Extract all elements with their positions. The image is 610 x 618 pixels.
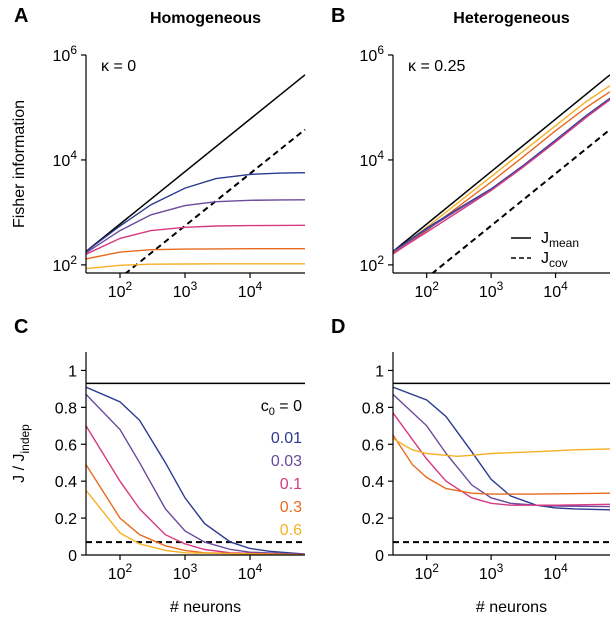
series-line-4 <box>86 224 306 255</box>
series-group <box>86 382 306 555</box>
y-axis-label: J / Jindep <box>11 424 32 483</box>
series-line-2 <box>393 386 610 511</box>
y-tick-label: 0.8 <box>362 400 384 417</box>
y-tick-label: 0 <box>68 548 77 565</box>
legend-entry-4: 0.6 <box>280 522 302 539</box>
x-tick-label: 102 <box>414 279 439 301</box>
series-line-0 <box>393 74 610 253</box>
panel-D: 102 103 104 0 0.2 0.4 0.6 0.8 1 D # neurons <box>331 316 610 616</box>
y-tick-label: 104 <box>53 148 78 170</box>
panel-title: Homogeneous <box>150 10 261 27</box>
x-tick-label: 102 <box>108 279 133 301</box>
x-tick-label: 104 <box>543 561 568 583</box>
series-line-4 <box>393 97 610 253</box>
legend-entry-3: 0.3 <box>280 499 302 516</box>
x-tick-label: 103 <box>479 561 504 583</box>
x-axis-label: # neurons <box>170 599 241 616</box>
panel-B: 102 103 104 102 104 106 B Heterogeneous κ = 0.25… <box>331 5 610 301</box>
kappa-annotation: κ = 0.25 <box>408 58 465 75</box>
series-line-2 <box>86 172 306 253</box>
y-tick-label: 0.2 <box>362 511 384 528</box>
x-tick-label: 102 <box>414 561 439 583</box>
x-tick-label: 103 <box>173 561 198 583</box>
legend-entry-1: 0.03 <box>271 453 302 470</box>
panel-letter: A <box>14 5 28 27</box>
series-line-1 <box>124 128 306 273</box>
series-line-1 <box>431 128 610 273</box>
y-tick-label: 0.6 <box>55 437 77 454</box>
legend-label-1: Jcov <box>541 250 568 270</box>
y-tick-label: 0 <box>375 548 384 565</box>
x-tick-label: 104 <box>238 279 263 301</box>
series-line-3 <box>86 199 306 254</box>
series-group <box>86 74 306 273</box>
panel-A: 102 103 104 102 104 106 A Homogeneous κ = 0 Fishe… <box>11 5 306 301</box>
y-tick-label: 102 <box>53 253 78 275</box>
kappa-annotation: κ = 0 <box>101 58 136 75</box>
y-tick-label: 0.6 <box>362 437 384 454</box>
legend-label-0: Jmean <box>541 230 579 250</box>
x-axis-label: # neurons <box>476 599 547 616</box>
legend-title: c0 = 0 <box>261 398 302 418</box>
panel-C: 102 103 104 0 0.2 0.4 0.6 0.8 1 C # neurons J / Jin… <box>11 316 306 616</box>
series-line-6 <box>393 438 610 458</box>
y-tick-label: 0.4 <box>362 474 384 491</box>
panel-letter: D <box>331 316 345 338</box>
series-line-3 <box>86 393 306 555</box>
panel-letter: C <box>14 316 28 338</box>
x-tick-label: 102 <box>108 561 133 583</box>
series-line-3 <box>393 393 610 508</box>
y-tick-label: 102 <box>360 253 385 275</box>
y-axis-label: Fisher information <box>11 100 28 228</box>
series-line-2 <box>86 386 306 555</box>
series-line-2 <box>393 85 610 254</box>
panel-letter: B <box>331 5 345 27</box>
series-line-4 <box>86 425 306 555</box>
x-tick-label: 103 <box>479 279 504 301</box>
y-tick-label: 104 <box>360 148 385 170</box>
y-tick-label: 106 <box>53 43 78 65</box>
series-line-6 <box>86 263 305 270</box>
x-tick-label: 103 <box>173 279 198 301</box>
legend-entry-2: 0.1 <box>280 476 302 493</box>
series-line-4 <box>393 412 610 506</box>
y-tick-label: 1 <box>375 363 384 380</box>
panel-title: Heterogeneous <box>453 10 570 27</box>
series-line-6 <box>86 489 306 555</box>
x-tick-label: 104 <box>238 561 263 583</box>
y-tick-label: 0.2 <box>55 511 77 528</box>
series-group <box>393 74 610 273</box>
series-line-5 <box>86 247 305 260</box>
y-tick-label: 0.8 <box>55 400 77 417</box>
series-line-6 <box>393 99 610 255</box>
x-tick-label: 104 <box>543 279 568 301</box>
series-line-0 <box>86 74 306 253</box>
y-tick-label: 106 <box>360 43 385 65</box>
series-group <box>393 382 610 544</box>
series-line-5 <box>393 434 610 495</box>
legend-entry-0: 0.01 <box>271 430 302 447</box>
y-tick-label: 1 <box>68 363 77 380</box>
y-tick-label: 0.4 <box>55 474 77 491</box>
